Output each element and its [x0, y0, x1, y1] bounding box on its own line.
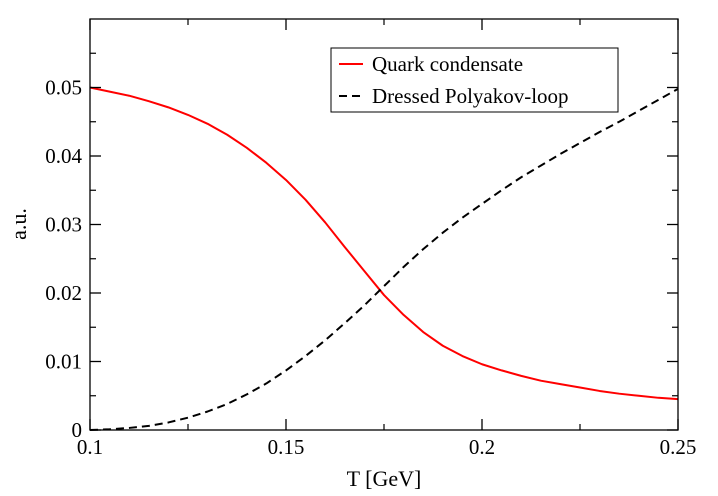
y-tick-label: 0.04	[45, 144, 82, 168]
y-tick-label: 0.05	[45, 76, 82, 100]
series-line-quark-condensate	[89, 86, 679, 401]
y-tick-label: 0	[72, 418, 83, 442]
series-line-dressed-polyakov-loop	[89, 87, 679, 431]
x-axis-label: T [GeV]	[347, 466, 422, 491]
legend: Quark condensate Dressed Polyakov-loop	[330, 47, 619, 113]
x-tick-label: 0.25	[660, 435, 697, 459]
x-tick-label: 0.15	[268, 435, 305, 459]
y-tick-label: 0.03	[45, 213, 82, 237]
x-tick-label: 0.1	[77, 435, 103, 459]
y-tick-label: 0.01	[45, 350, 82, 374]
legend-label-quark-condensate: Quark condensate	[372, 52, 523, 76]
legend-box	[330, 47, 619, 113]
ticks-layer: 0.1 0.15 0.2 0.25 0 0.01 0.02 0.03 0.04 0.05	[45, 19, 696, 459]
series-layer	[89, 86, 679, 431]
legend-label-dressed-polyakov-loop: Dressed Polyakov-loop	[372, 84, 569, 108]
x-tick-label: 0.2	[469, 435, 495, 459]
y-tick-label: 0.02	[45, 281, 82, 305]
y-axis-label: a.u.	[6, 208, 31, 240]
